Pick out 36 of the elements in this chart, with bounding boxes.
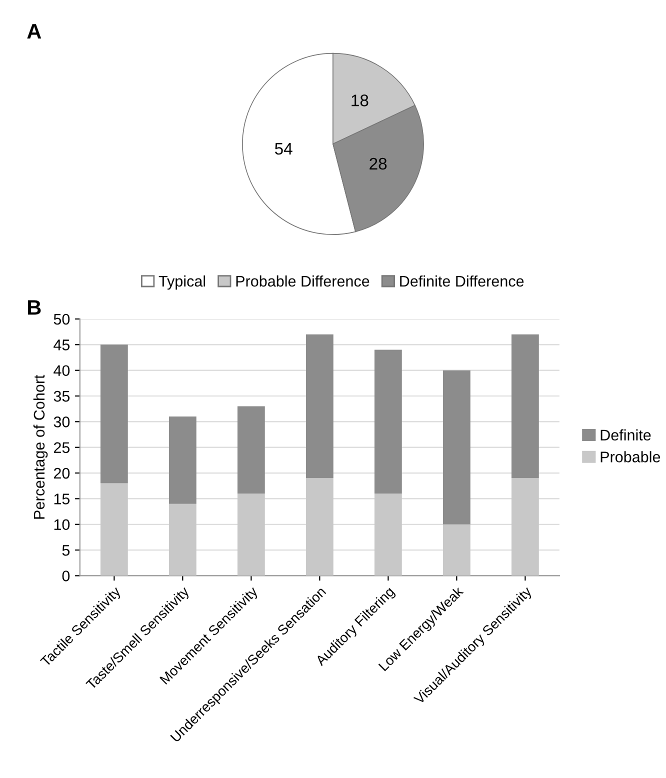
y-tick-label: 5	[62, 545, 70, 556]
data-label: 18	[352, 94, 368, 106]
bar	[100, 483, 128, 576]
y-tick-label: 50	[54, 314, 70, 325]
y-tick-label: 25	[54, 442, 70, 454]
bar	[168, 504, 196, 576]
bar	[306, 334, 334, 478]
data-label: 28	[370, 158, 387, 170]
bar	[374, 350, 402, 494]
y-tick-label: 0	[62, 570, 70, 582]
y-tick-label: 10	[54, 519, 70, 530]
bar	[511, 478, 539, 576]
data-label: 54	[274, 143, 292, 155]
bar	[374, 494, 402, 576]
y-tick-label: 40	[54, 365, 70, 376]
chart-title: A	[27, 24, 42, 38]
y-tick-label: 35	[54, 390, 70, 402]
y-axis-title: Percentage of Cohort	[33, 374, 48, 519]
bar	[306, 478, 334, 576]
y-tick-label: 15	[54, 494, 70, 504]
chart-title: B	[28, 300, 41, 315]
legend-label: Typical	[158, 275, 206, 290]
bar	[237, 494, 265, 576]
bar	[100, 344, 128, 484]
y-tick-label: 45	[54, 340, 70, 350]
bar	[442, 524, 470, 576]
legend-label: Definite Difference	[400, 275, 524, 287]
y-tick-label: 30	[54, 416, 70, 428]
y-tick-label: 20	[54, 468, 70, 479]
bar	[511, 334, 539, 478]
bar	[237, 406, 265, 494]
bar	[442, 370, 470, 524]
legend-label: Probable	[600, 451, 660, 462]
legend-label: Probable Difference	[236, 275, 370, 287]
bar	[168, 416, 196, 504]
legend-label: Definite	[600, 429, 651, 441]
